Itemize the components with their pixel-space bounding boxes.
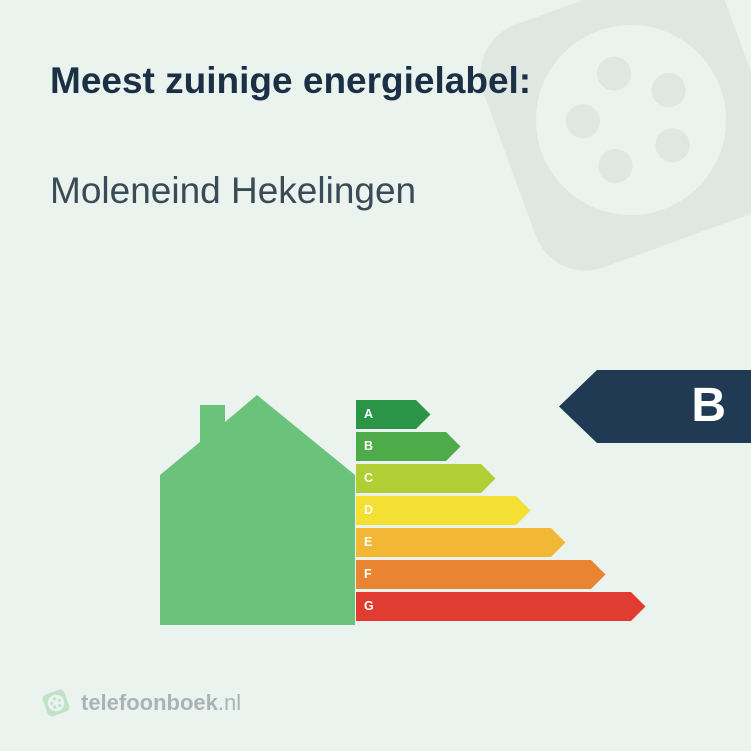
watermark-icon [441, 0, 751, 310]
bar-label: D [364, 503, 373, 517]
bar-label: F [364, 567, 372, 581]
footer-logo-icon [40, 687, 72, 719]
footer-brand: telefoonboek.nl [40, 687, 241, 719]
location-name: Moleneind Hekelingen [50, 170, 416, 212]
bar-label: G [364, 599, 374, 613]
bar-label: C [364, 471, 373, 485]
selected-label-badge: B [559, 370, 751, 443]
selected-letter: B [691, 378, 726, 433]
house-icon [160, 395, 355, 625]
bar-label: A [364, 407, 373, 421]
page-title: Meest zuinige energielabel: [50, 60, 531, 102]
bar-label: E [364, 535, 372, 549]
bar-label: B [364, 439, 373, 453]
footer-text: telefoonboek.nl [81, 690, 241, 716]
